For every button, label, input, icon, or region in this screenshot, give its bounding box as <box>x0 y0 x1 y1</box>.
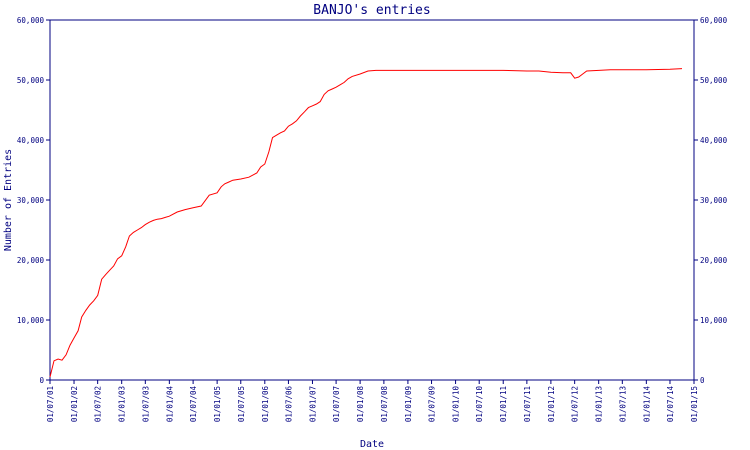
x-tick-label: 01/07/10 <box>475 386 484 423</box>
x-tick-label: 01/01/14 <box>642 386 651 423</box>
x-tick-label: 01/01/06 <box>261 386 270 423</box>
y-tick-label-right: 10,000 <box>700 316 728 325</box>
y-tick-label-left: 60,000 <box>17 16 45 25</box>
x-tick-label: 01/01/13 <box>595 386 604 422</box>
x-tick-label: 01/01/11 <box>499 386 508 422</box>
x-tick-label: 01/07/09 <box>428 386 437 422</box>
y-tick-label-left: 0 <box>39 376 44 385</box>
x-axis-label: Date <box>360 439 384 450</box>
x-tick-label: 01/01/05 <box>213 386 222 422</box>
y-tick-label-right: 40,000 <box>700 136 728 145</box>
plot-area-frame <box>49 19 695 381</box>
y-tick-label-right: 50,000 <box>700 76 728 85</box>
y-tick-label-left: 50,000 <box>17 76 45 85</box>
x-tick-label: 01/07/07 <box>332 386 341 422</box>
x-tick-label: 01/01/04 <box>165 386 174 423</box>
y-axis-right: 0 10,000 20,000 30,000 40,000 50,000 60,000 <box>694 16 728 385</box>
x-tick-label: 01/01/02 <box>70 386 79 422</box>
y-tick-label-left: 10,000 <box>17 316 45 325</box>
series-line <box>49 68 683 378</box>
x-tick-label: 01/07/12 <box>571 386 580 422</box>
x-tick-label: 01/01/07 <box>308 386 317 422</box>
x-tick-label: 01/01/08 <box>356 386 365 423</box>
y-axis-left: 0 10,000 20,000 30,000 40,000 50,000 60,000 <box>17 16 50 385</box>
y-tick-label-left: 30,000 <box>17 196 45 205</box>
x-tick-label: 01/07/06 <box>284 386 293 423</box>
x-tick-label: 01/07/01 <box>46 386 55 422</box>
y-tick-label-right: 20,000 <box>700 256 728 265</box>
x-tick-label: 01/01/03 <box>118 386 127 422</box>
y-tick-label-left: 40,000 <box>17 136 45 145</box>
x-tick-label: 01/07/05 <box>237 386 246 422</box>
x-tick-label: 01/07/11 <box>523 386 532 422</box>
x-tick-label: 01/07/03 <box>141 386 150 422</box>
x-tick-label: 01/07/13 <box>618 386 627 422</box>
x-tick-label: 01/07/14 <box>666 386 675 423</box>
x-tick-label: 01/07/04 <box>189 386 198 423</box>
y-tick-label-right: 30,000 <box>700 196 728 205</box>
y-tick-label-left: 20,000 <box>17 256 45 265</box>
y-tick-label-right: 60,000 <box>700 16 728 25</box>
chart-title: BANJO's entries <box>313 3 430 18</box>
y-axis-label: Number of Entries <box>3 149 14 251</box>
x-tick-label: 01/01/15 <box>690 386 699 422</box>
x-tick-label: 01/01/12 <box>547 386 556 422</box>
x-tick-label: 01/07/08 <box>380 386 389 423</box>
x-axis: 01/07/01 01/01/02 01/07/02 01/01/03 01/07/03… <box>46 380 699 422</box>
x-tick-label: 01/01/10 <box>452 386 461 423</box>
x-tick-label: 01/07/02 <box>94 386 103 422</box>
y-tick-label-right: 0 <box>700 376 705 385</box>
x-tick-label: 01/01/09 <box>404 386 413 422</box>
series-layer <box>49 68 683 378</box>
